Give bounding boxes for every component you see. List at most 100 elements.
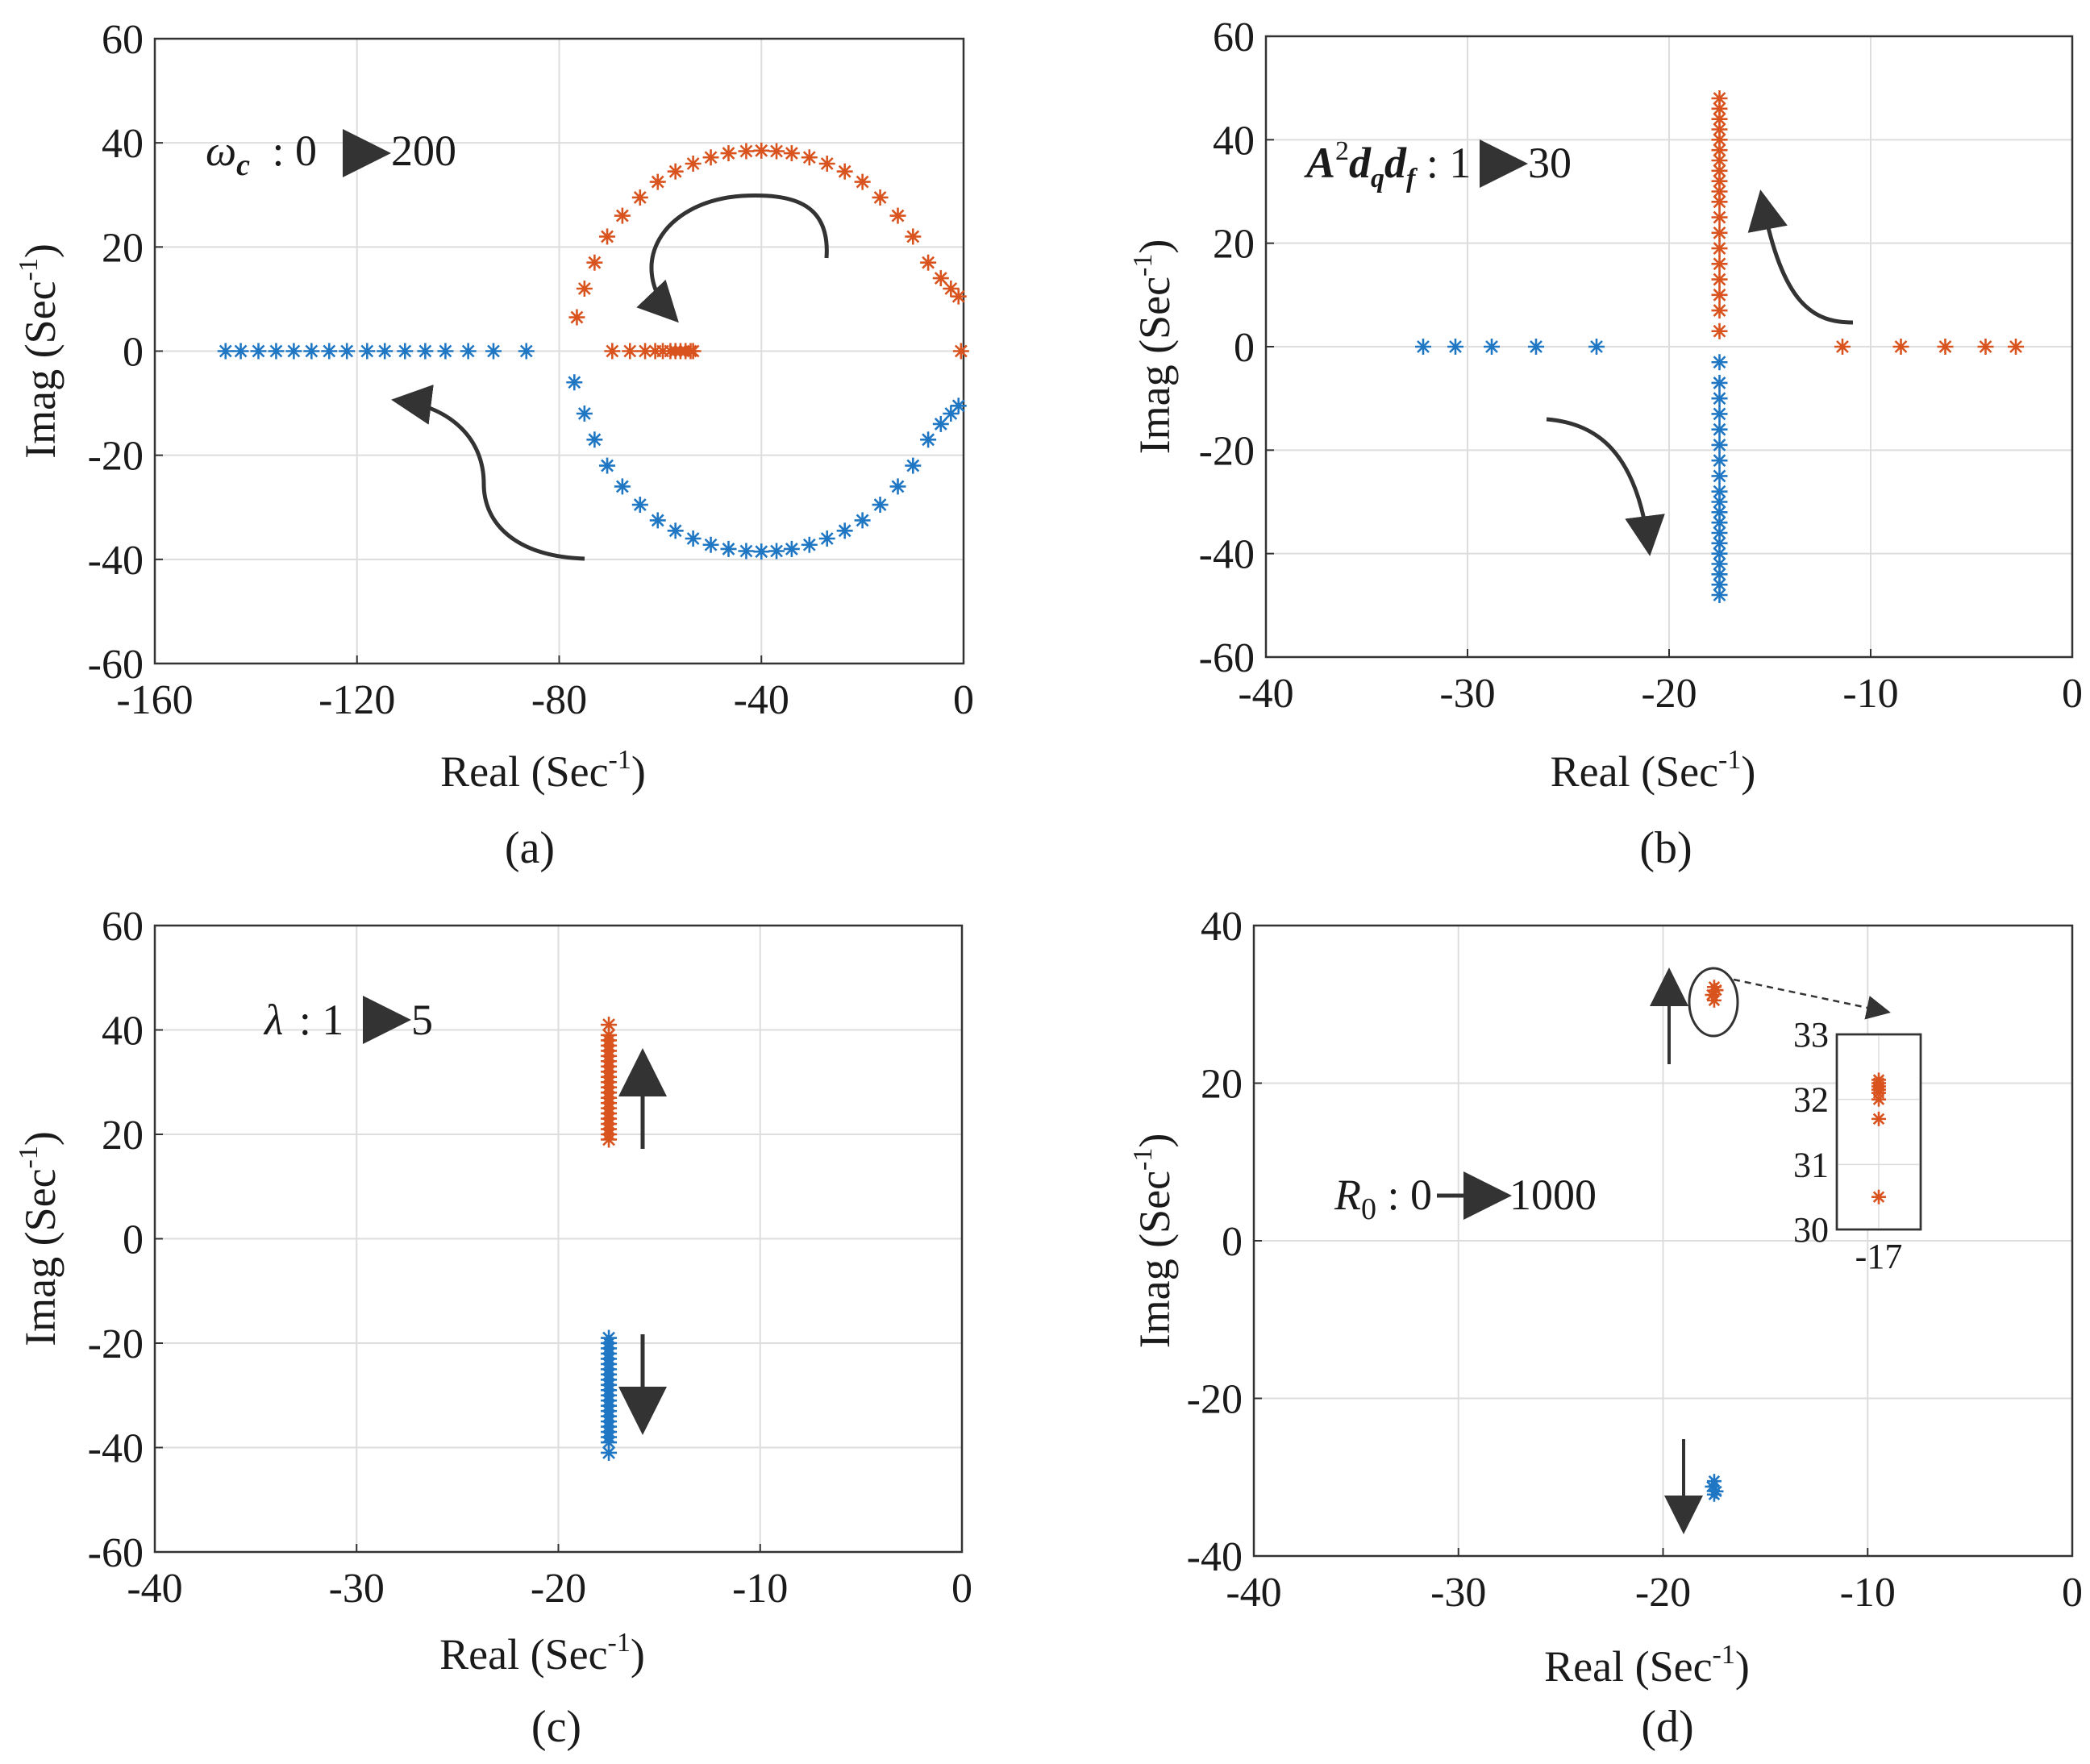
data-point [801, 149, 818, 166]
data-point [485, 343, 502, 360]
data-point [1711, 322, 1728, 339]
series-branch2 [1711, 90, 2024, 355]
y-tick-label: 60 [102, 17, 144, 63]
data-point [601, 1017, 618, 1034]
inset-data-point [1871, 1111, 1886, 1126]
data-point [905, 457, 922, 474]
inset-frame-border [1835, 1033, 1922, 1231]
data-point [576, 406, 593, 422]
data-point [217, 343, 234, 360]
data-point [460, 343, 477, 360]
data-point [1706, 1487, 1722, 1502]
y-tick-label: 40 [102, 121, 144, 167]
data-point [738, 543, 755, 560]
data-point [836, 522, 853, 539]
x-tick-label: -20 [531, 1566, 586, 1612]
x-tick-label: -40 [734, 677, 789, 723]
y-tick-label: -20 [1199, 428, 1255, 474]
data-point [1528, 339, 1544, 355]
data-point [768, 143, 785, 160]
data-point [622, 343, 639, 360]
panel-d: (d) -40 -30 -20 -10 0 -40 -20 0 20 40 Real (Sec-1)… [1128, 904, 2083, 1752]
data-point [1447, 339, 1463, 355]
data-point [1711, 286, 1728, 303]
data-point [377, 343, 393, 360]
y-tick-label: 20 [102, 1113, 144, 1159]
data-point [753, 142, 770, 159]
data-point [604, 343, 621, 360]
x-tick-label: -20 [1635, 1570, 1691, 1616]
series-branch1 [217, 343, 967, 560]
y-axis-label: Imag (Sec-1) [14, 1131, 65, 1346]
data-point [614, 207, 631, 224]
x-axis-label: Real (Sec-1) [440, 745, 646, 796]
x-tick-label: -120 [318, 677, 395, 723]
data-point [1711, 256, 1728, 273]
data-point [649, 512, 666, 529]
data-point [889, 207, 906, 224]
data-point [738, 143, 755, 160]
data-point [667, 163, 684, 180]
data-point [268, 343, 285, 360]
data-point [1711, 514, 1728, 531]
panel-b-caption: (b) [1639, 823, 1692, 873]
panel-a-curve-arrow-upper [636, 193, 829, 323]
inset-y-tick-label: 31 [1793, 1145, 1829, 1184]
x-tick-label: 0 [2062, 671, 2083, 717]
y-tick-label: 40 [1213, 118, 1255, 164]
data-point [768, 543, 785, 560]
data-point [586, 431, 603, 448]
panel-a-curve-arrow-lower [391, 385, 585, 561]
data-point [2008, 339, 2024, 355]
data-point [1415, 339, 1431, 355]
data-point [952, 343, 969, 360]
data-point [667, 522, 684, 539]
x-tick-label: 0 [953, 677, 974, 723]
data-point [836, 163, 853, 180]
y-tick-label: -20 [1187, 1377, 1243, 1423]
data-point [920, 254, 937, 271]
y-tick-label: 20 [1213, 222, 1255, 268]
y-axis-label: Imag (Sec-1) [1128, 1134, 1179, 1349]
y-tick-label: 20 [102, 225, 144, 271]
x-tick-label: -40 [1226, 1570, 1281, 1616]
data-point [801, 536, 818, 553]
panel-c-annotation: λ : 1 [263, 996, 343, 1044]
data-point [1711, 545, 1728, 562]
panel-a-caption: (a) [505, 823, 555, 873]
data-point [1834, 339, 1851, 355]
x-tick-label: -10 [1842, 671, 1898, 717]
x-axis-label: Real (Sec-1) [439, 1628, 645, 1679]
data-point [920, 431, 937, 448]
data-point [685, 343, 702, 360]
y-tick-label: -60 [88, 642, 144, 688]
x-axis-label: Real (Sec-1) [1551, 745, 1756, 796]
data-point [1711, 468, 1728, 485]
data-point [518, 343, 535, 360]
data-point [631, 189, 648, 206]
inset-y-tick-label: 30 [1793, 1210, 1829, 1250]
series-branch2 [568, 142, 969, 360]
data-point [586, 254, 603, 271]
data-point [250, 343, 267, 360]
x-tick-label: -10 [732, 1566, 788, 1612]
panel-b-annotation: A2dqdf : 1 [1304, 136, 1471, 193]
data-point [943, 281, 960, 297]
y-axis-label: Imag (Sec-1) [1128, 239, 1179, 455]
x-tick-label: -40 [127, 1566, 182, 1612]
data-point [1711, 374, 1728, 391]
inset-x-tick-label: -17 [1855, 1237, 1903, 1276]
data-point [905, 228, 922, 245]
series-branch2 [601, 1017, 618, 1148]
data-point [1484, 339, 1500, 355]
data-point [685, 530, 702, 547]
y-tick-label: -40 [88, 1426, 144, 1472]
data-point [1711, 302, 1728, 319]
data-point [1711, 90, 1728, 106]
data-point [397, 343, 414, 360]
inset-y-tick-label: 33 [1793, 1015, 1829, 1055]
y-tick-label: 40 [1201, 904, 1243, 950]
data-point [783, 540, 800, 557]
data-point [601, 1026, 618, 1043]
data-point [599, 457, 616, 474]
